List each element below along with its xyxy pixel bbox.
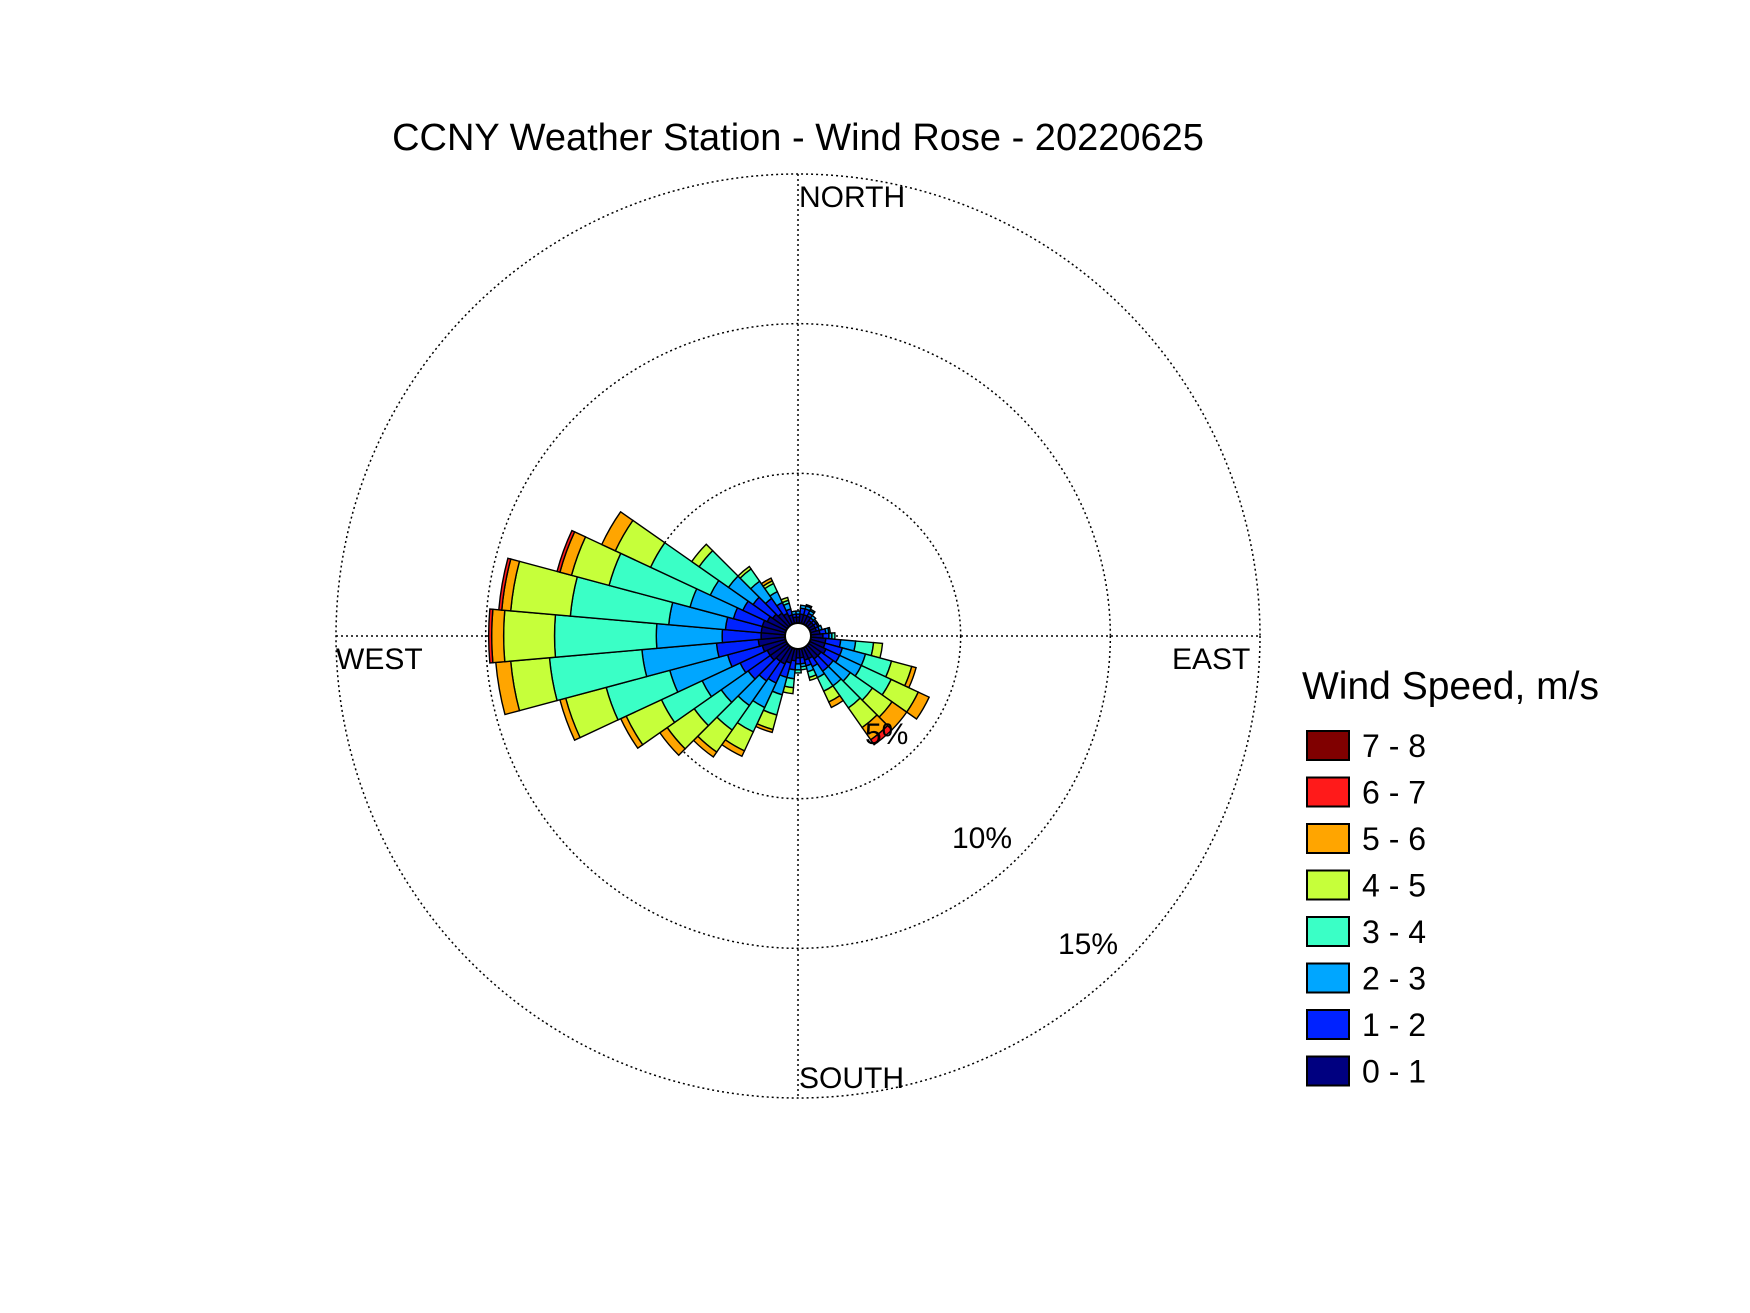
- legend-swatch: [1306, 1009, 1350, 1040]
- radial-tick-label: 10%: [952, 822, 1012, 855]
- legend-swatch: [1306, 962, 1350, 994]
- legend-label: 3 - 4: [1362, 914, 1426, 950]
- wind-sector-segment: [487, 608, 494, 664]
- wind-sector-segment: [799, 665, 808, 671]
- wind-sector-segment: [790, 610, 797, 616]
- direction-label-east: EAST: [1172, 643, 1250, 676]
- legend-swatch: [1306, 730, 1350, 761]
- wind-sector-segment: [869, 724, 893, 746]
- radial-tick-label: 15%: [1058, 928, 1118, 961]
- legend-swatch: [1306, 916, 1350, 947]
- chart-title: CCNY Weather Station - Wind Rose - 20220…: [392, 117, 1204, 159]
- legend-swatch: [1306, 1055, 1350, 1087]
- wind-sector-segment: [760, 577, 774, 588]
- wind-sector-segment: [827, 694, 845, 709]
- legend: Wind Speed, m/s 7 - 8 6 - 7 5 - 6 4 - 5 3 - …: [1302, 665, 1599, 1090]
- wind-sector-segment: [556, 529, 576, 574]
- legend-label: 2 - 3: [1362, 961, 1426, 997]
- grid-ring: [484, 322, 1112, 950]
- center-hole: [784, 622, 812, 650]
- legend-label: 6 - 7: [1362, 775, 1426, 811]
- legend-label: 7 - 8: [1362, 728, 1426, 764]
- wind-sector-segment: [502, 609, 557, 663]
- wind-sector-segment: [498, 557, 512, 611]
- legend-swatch: [1306, 869, 1350, 901]
- wind-sector-segment: [905, 691, 931, 720]
- legend-label: 1 - 2: [1362, 1007, 1426, 1043]
- wind-sector-segment: [737, 565, 753, 580]
- legend-label: 0 - 1: [1362, 1054, 1426, 1090]
- wind-sector-segment: [831, 632, 836, 640]
- direction-label-north: NORTH: [799, 181, 905, 214]
- wind-sectors: [487, 510, 931, 758]
- wind-sector-segment: [808, 608, 816, 615]
- wind-sector-segment: [600, 510, 634, 552]
- legend-swatch: [1306, 776, 1350, 808]
- wind-sector-segment: [690, 543, 714, 568]
- wind-sector-segment: [805, 603, 813, 609]
- radial-tick-label: 5%: [865, 718, 908, 751]
- wind-sector-segment: [794, 669, 802, 674]
- legend-label: 4 - 5: [1362, 868, 1426, 904]
- legend-title: Wind Speed, m/s: [1302, 665, 1599, 708]
- wind-sector-segment: [780, 596, 790, 604]
- wind-sector-segment: [490, 608, 506, 664]
- direction-label-west: WEST: [336, 643, 423, 676]
- direction-label-south: SOUTH: [799, 1062, 904, 1095]
- wind-sector-segment: [808, 673, 819, 682]
- legend-label: 5 - 6: [1362, 821, 1426, 857]
- legend-swatch: [1306, 823, 1350, 854]
- wind-sector-segment: [827, 626, 832, 635]
